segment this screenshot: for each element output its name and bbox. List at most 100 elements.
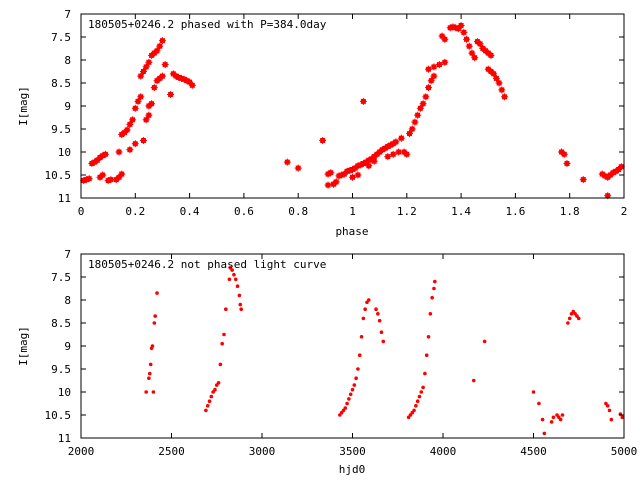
phased-data-point (427, 77, 435, 85)
phased-data-point (188, 81, 196, 89)
raw-data-point (415, 399, 420, 404)
phased-data-point (145, 58, 153, 66)
phased-data-point (349, 173, 356, 181)
raw-x-axis-ticks: 2000 2500 3000 3500 4000 4500 5000 (68, 254, 637, 458)
phased-x-tick-label: 0.6 (234, 205, 254, 218)
phased-data-point (148, 100, 156, 108)
raw-data-point (345, 401, 349, 406)
phased-x-axis-ticks: 0 0.2 0.4 0.6 0.8 1 1.2 1.4 1.6 1.8 2 (78, 14, 627, 218)
raw-data-point (576, 316, 581, 321)
phased-data-point (389, 150, 397, 158)
phased-data-point (498, 86, 506, 94)
raw-y-tick-label: 9.5 (51, 363, 71, 376)
phased-x-tick-label: 0.2 (125, 205, 145, 218)
raw-data-point (357, 353, 362, 358)
phased-data-point (465, 42, 473, 50)
phased-y-tick-label: 11 (58, 192, 71, 205)
phased-data-point (476, 40, 484, 48)
raw-data-point (204, 408, 208, 413)
raw-y-tick-label: 8.5 (51, 317, 71, 330)
raw-data-point (144, 390, 148, 394)
phased-data-point (441, 58, 449, 66)
raw-data-point (537, 401, 541, 406)
phased-y-tick-label: 8.5 (51, 77, 71, 90)
phased-x-tick-label: 1.2 (397, 205, 417, 218)
raw-data-point (222, 332, 226, 337)
raw-data-point (482, 339, 487, 344)
raw-data-point (432, 286, 436, 291)
phased-y-tick-label: 10.5 (45, 169, 72, 182)
phased-data-point (471, 54, 479, 62)
raw-y-tick-label: 7 (64, 248, 71, 261)
phased-data-point (468, 49, 476, 57)
phased-x-tick-label: 1.8 (560, 205, 580, 218)
phased-data-point (283, 158, 291, 166)
phased-data-point (158, 72, 166, 80)
phased-data-point (167, 91, 175, 98)
phased-data-point (134, 97, 142, 105)
raw-data-point (150, 344, 155, 348)
phased-y-tick-label: 10 (58, 146, 71, 159)
raw-y-tick-label: 8 (64, 294, 71, 307)
phased-light-curve-panel: 0 0.2 0.4 0.6 0.8 1 1.2 1.4 1.6 1.8 2 7 7.5 8 8.5 9 9.5… (17, 8, 627, 238)
phased-data-point (332, 178, 340, 186)
raw-data-point (343, 406, 348, 410)
raw-data-point (374, 307, 378, 312)
phased-data-point (397, 134, 405, 142)
phased-data-point (126, 146, 134, 154)
phased-data-point (419, 100, 427, 108)
raw-chart-title: 180505+0246.2 not phased light curve (88, 258, 326, 271)
raw-data-point (361, 316, 366, 321)
raw-data-point (147, 371, 152, 376)
raw-data-point (227, 277, 232, 282)
phased-data-point (422, 93, 430, 101)
raw-data-point (151, 390, 156, 394)
raw-data-point (235, 284, 240, 289)
phased-y-tick-label: 8 (64, 54, 71, 67)
raw-y-tick-label: 7.5 (51, 271, 71, 284)
raw-data-point (377, 318, 382, 323)
phased-data-point (403, 150, 411, 158)
phased-data-point (85, 175, 93, 183)
raw-data-point (381, 339, 386, 344)
raw-data-point (347, 397, 351, 401)
raw-data-point (238, 302, 243, 307)
raw-data-point (542, 431, 547, 436)
raw-data-point (540, 417, 545, 422)
phased-data-point (501, 93, 509, 101)
raw-data-point (549, 420, 554, 424)
raw-data-point (153, 314, 158, 318)
raw-data-point (566, 321, 570, 325)
phased-data-point (460, 28, 468, 36)
phased-x-tick-label: 1 (349, 205, 356, 218)
raw-data-point (148, 362, 153, 367)
raw-data-points (144, 266, 624, 436)
phased-y-axis-ticks: 7 7.5 8 8.5 9 9.5 10 10.5 11 (45, 8, 624, 205)
phased-data-point (384, 153, 392, 161)
phased-y-tick-label: 7 (64, 8, 71, 21)
phased-data-point (115, 148, 123, 156)
raw-data-point (424, 353, 429, 358)
raw-data-point (412, 408, 416, 413)
phased-data-point (560, 150, 568, 158)
phased-data-point (414, 111, 422, 119)
raw-data-point (620, 415, 624, 420)
raw-y-tick-label: 9 (64, 340, 71, 353)
raw-x-tick-label: 4500 (520, 445, 547, 458)
raw-data-point (147, 376, 151, 381)
phased-data-point (153, 47, 161, 55)
raw-data-point (531, 390, 536, 394)
raw-data-point (350, 387, 355, 392)
phased-data-point (435, 61, 443, 69)
raw-data-point (609, 417, 614, 422)
phased-data-point (365, 162, 373, 170)
phased-data-point (139, 137, 147, 144)
phased-data-point (139, 68, 147, 75)
phased-x-tick-label: 1.4 (451, 205, 471, 218)
raw-plot-frame (80, 253, 625, 439)
raw-y-tick-label: 11 (58, 432, 71, 445)
raw-data-point (376, 312, 380, 316)
phased-data-point (492, 74, 500, 82)
phased-data-point (150, 84, 158, 92)
